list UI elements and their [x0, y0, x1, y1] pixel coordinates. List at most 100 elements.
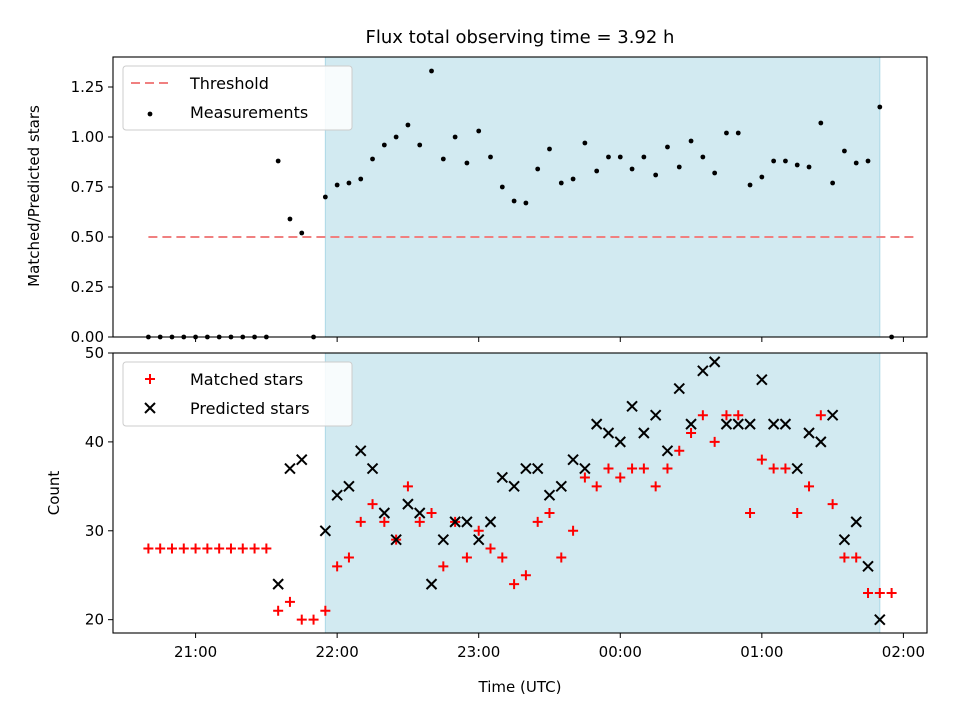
measurements-point	[877, 104, 883, 110]
predicted-stars-point	[331, 489, 343, 501]
y-tick-label: 0.00	[71, 328, 104, 346]
predicted-stars-point	[402, 498, 414, 510]
matched-stars-point	[874, 588, 885, 598]
predicted-stars-point	[826, 409, 839, 421]
x-tick-label: 02:00	[882, 643, 925, 661]
matched-stars-point	[166, 543, 177, 554]
predicted-stars-point	[449, 516, 461, 528]
matched-stars-point	[497, 552, 508, 563]
matched-stars-point	[296, 614, 307, 625]
predicted-stars-point	[685, 418, 697, 430]
measurements-point	[299, 230, 305, 236]
measurements-point	[676, 164, 682, 170]
measurements-point	[511, 198, 517, 204]
legend-label: Measurements	[190, 103, 308, 122]
measurements-point	[346, 180, 352, 186]
measurements-point	[558, 180, 564, 186]
matched-stars-point	[638, 463, 649, 474]
legend-box	[122, 65, 353, 131]
matched-stars-point	[520, 570, 531, 581]
measurements-point	[606, 154, 611, 160]
measurements-point	[523, 200, 529, 206]
matched-stars-point	[650, 481, 661, 492]
measurements-point	[806, 164, 812, 170]
measurements-point	[629, 166, 635, 172]
top-panel-flux-ratio: 0.00 0.25 0.50 0.75 1.00 1.25 Threshold Measure…	[71, 56, 928, 346]
predicted-stars-point	[543, 489, 556, 501]
matched-stars-point	[615, 472, 626, 483]
measurements-point	[275, 158, 281, 164]
predicted-stars-point	[508, 480, 520, 493]
legend-matched-swatch	[145, 374, 155, 384]
legend: Threshold Measurements	[122, 65, 353, 131]
measurements-point	[488, 154, 493, 160]
matched-stars-point	[627, 463, 638, 474]
predicted-stars-point	[838, 533, 851, 546]
x-tick-label: 01:00	[740, 643, 783, 661]
legend-label: Matched stars	[190, 370, 303, 389]
matched-stars-point	[839, 552, 850, 563]
predicted-stars-point	[614, 436, 626, 448]
measurements-point	[794, 162, 800, 168]
measurements-point	[547, 146, 552, 152]
predicted-stars-point	[744, 418, 756, 430]
matched-stars-point	[556, 552, 567, 563]
matched-stars-point	[461, 552, 472, 563]
y-tick-label: 1.00	[71, 128, 104, 146]
matched-stars-point	[815, 410, 826, 421]
y-tick-label: 50	[85, 344, 104, 362]
observing-span	[325, 57, 880, 337]
bottom-panel-star-counts: 20 30 40 50 21:00 22:00 23:00 00:00 01:00 02:00 Ma…	[85, 344, 928, 661]
predicted-stars-point	[473, 533, 485, 546]
predicted-stars-point	[284, 462, 296, 475]
matched-stars-point	[780, 463, 791, 474]
measurements-point	[771, 158, 777, 164]
measurements-point	[853, 160, 859, 166]
measurements-point	[393, 134, 399, 140]
predicted-stars-point	[697, 365, 709, 377]
y-tick-label: 0.25	[71, 278, 104, 296]
predicted-stars-point	[296, 453, 308, 466]
matched-stars-point	[438, 561, 449, 572]
predicted-stars-point	[437, 533, 450, 546]
predicted-stars-point	[343, 480, 355, 493]
matched-stars-point	[237, 543, 248, 554]
predicted-stars-point	[484, 516, 497, 528]
predicted-stars-point	[414, 507, 426, 519]
measurements-point	[617, 154, 623, 160]
y-axis-label-ratio: Matched/Predicted stars	[25, 105, 43, 287]
predicted-stars-point	[590, 418, 603, 430]
matched-stars-point	[225, 543, 236, 554]
matched-stars-point	[568, 525, 579, 536]
predicted-stars-point	[579, 462, 591, 475]
measurements-point	[370, 156, 375, 162]
matched-stars-point	[355, 516, 366, 527]
measurements-point	[440, 156, 446, 162]
predicted-stars-point	[567, 453, 579, 466]
predicted-stars-point	[874, 613, 886, 626]
matched-stars-point	[367, 499, 378, 510]
x-tick-label: 00:00	[599, 643, 642, 661]
measurements-point	[499, 184, 505, 190]
axes-frame	[112, 56, 928, 338]
matched-stars-point	[308, 614, 319, 625]
predicted-stars-point	[496, 471, 509, 484]
predicted-stars-point	[626, 400, 638, 413]
predicted-stars-point	[767, 418, 780, 430]
measurements-point	[405, 122, 411, 128]
legend-predicted-swatch	[144, 402, 156, 414]
matched-stars-point	[485, 543, 496, 554]
matched-stars-point	[709, 436, 720, 447]
matched-stars-point	[591, 481, 602, 492]
matched-stars-point	[544, 508, 555, 518]
predicted-stars-point	[661, 445, 674, 457]
matched-stars-point	[792, 508, 803, 518]
predicted-stars-point	[862, 560, 874, 573]
matched-stars-point	[332, 561, 343, 572]
matched-stars-point	[733, 410, 744, 421]
matched-stars-point	[509, 579, 520, 590]
measurements-point	[334, 182, 340, 188]
legend-label: Predicted stars	[190, 399, 310, 418]
measurements-point	[417, 142, 423, 148]
